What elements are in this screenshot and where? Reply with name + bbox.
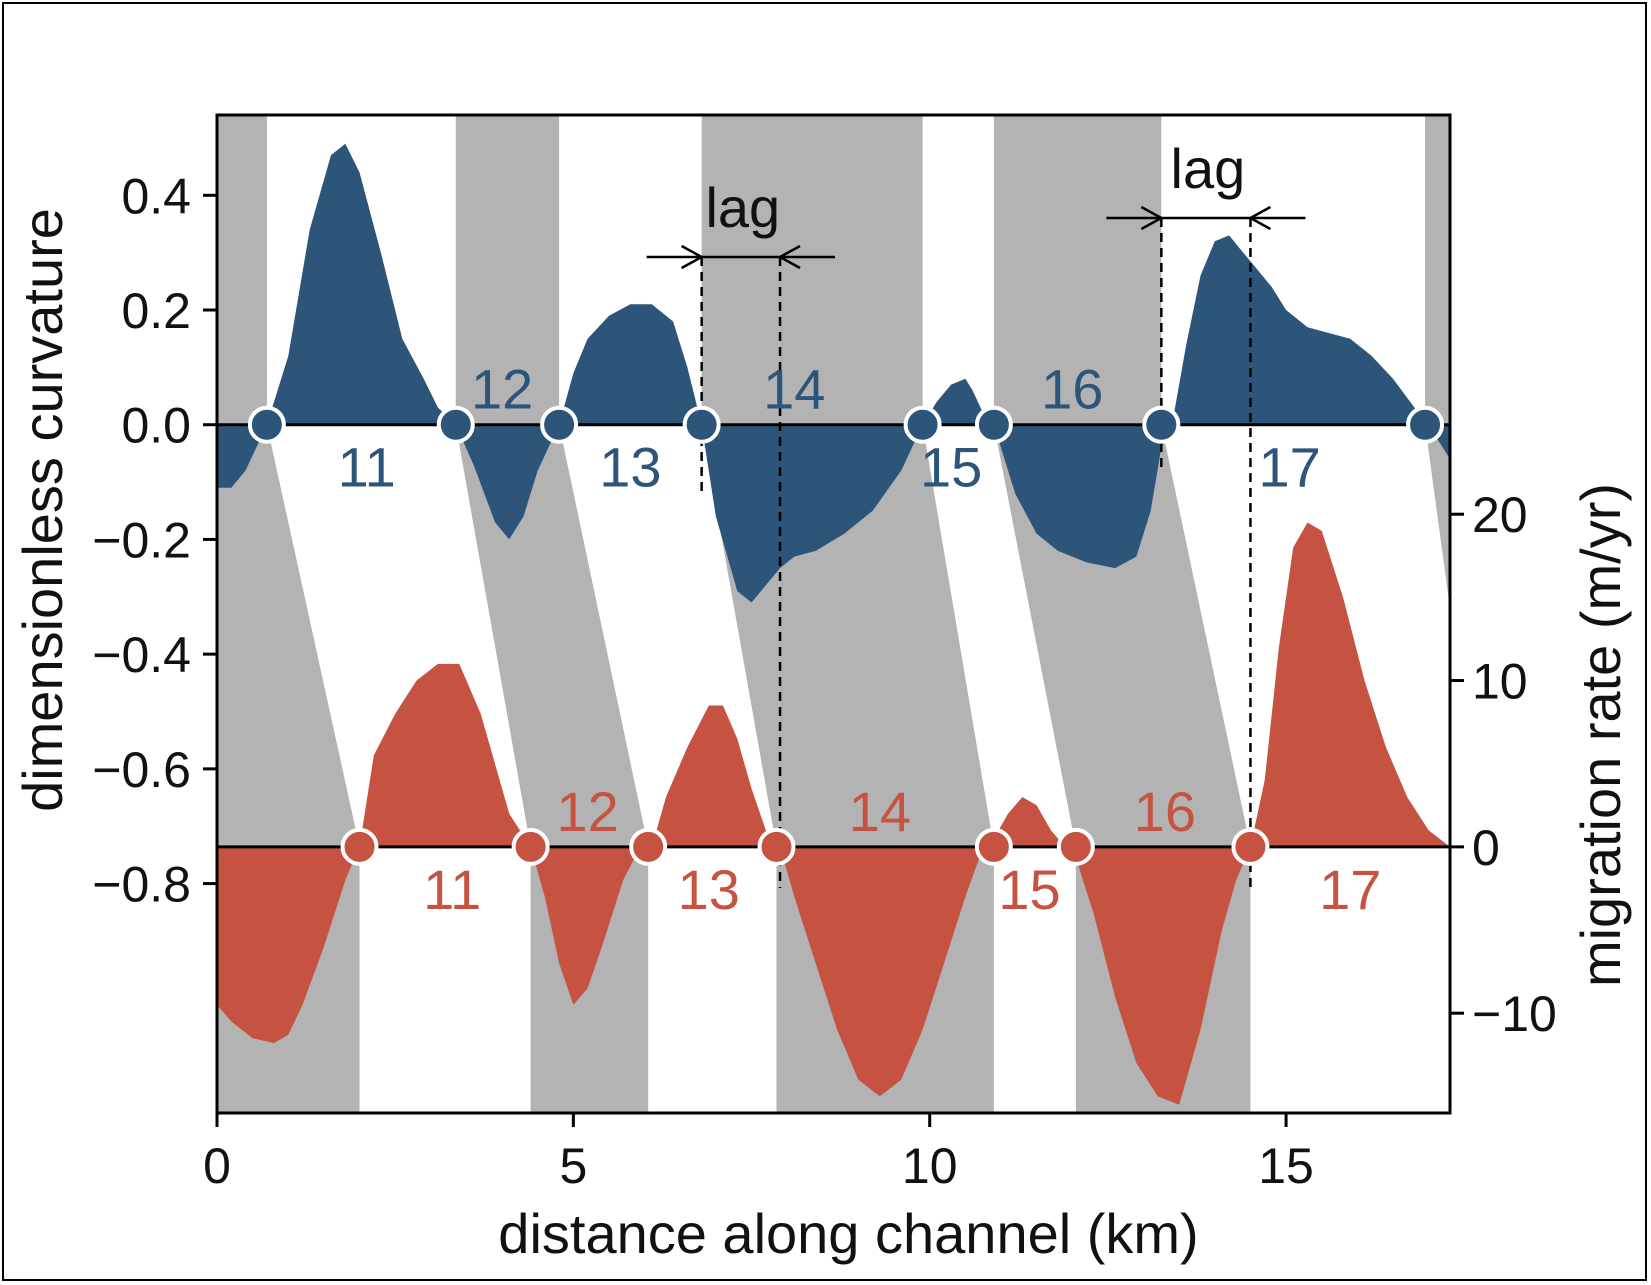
migration-zero-crossing-point	[1056, 827, 1095, 866]
migration-segment-label: 17	[1319, 858, 1381, 921]
migration-rate-area	[217, 522, 1450, 1105]
right-y-tick-label: 10	[1472, 654, 1528, 710]
left-y-tick-label: −0.2	[92, 512, 191, 568]
curvature-segment-label: 14	[763, 358, 825, 421]
lag-arrowhead-right	[1247, 205, 1272, 231]
lag-annotation-1: lag	[646, 176, 836, 888]
migration-segment-label: 14	[849, 780, 911, 843]
x-tick-label: 5	[559, 1138, 587, 1194]
right-y-tick-label: 20	[1472, 487, 1528, 543]
migration-segment-label: 12	[556, 780, 618, 843]
migration-zero-crossing-point	[1231, 827, 1270, 866]
migration-zero-crossing-point	[629, 827, 668, 866]
left-y-tick-label: 0.4	[121, 168, 191, 224]
curvature-zero-crossing-point	[682, 405, 721, 444]
migration-zero-crossing-point	[511, 827, 550, 866]
curvature-segment-label: 15	[920, 436, 982, 499]
left-y-tick-label: −0.4	[92, 627, 191, 683]
curvature-segment-label: 13	[599, 436, 661, 499]
left-y-tick-label: −0.8	[92, 857, 191, 913]
left-y-axis-title: dimensionless curvature	[11, 208, 74, 812]
lag-arrowhead-right	[777, 244, 801, 270]
right-y-tick-label: −10	[1472, 986, 1557, 1042]
curvature-area	[217, 143, 1450, 603]
curvature-segment-label: 11	[338, 436, 396, 499]
lag-label: lag	[705, 176, 780, 239]
shade-band-2	[455, 115, 649, 1113]
curvature-segment-label: 16	[1041, 358, 1103, 421]
migration-segment-label: 15	[998, 858, 1060, 921]
migration-zero-crossing-point	[340, 827, 379, 866]
curvature-segment-label: 12	[471, 358, 533, 421]
migration-zero-crossing-point	[974, 827, 1013, 866]
left-y-tick-label: 0.2	[121, 283, 191, 339]
lag-arrowhead-left	[1140, 205, 1164, 231]
migration-segment-label: 13	[678, 858, 740, 921]
curvature-zero-crossing-point	[1142, 405, 1181, 444]
lag-arrowhead-left	[681, 244, 705, 270]
migration-zero-crossing-point	[757, 827, 796, 866]
curvature-zero-crossing-point	[247, 405, 286, 444]
x-axis-title: distance along channel (km)	[498, 1202, 1198, 1265]
plot-border	[215, 113, 1452, 1115]
x-tick-label: 10	[902, 1138, 958, 1194]
migration-segment-label: 11	[423, 858, 481, 921]
curvature-zero-crossing-point	[436, 405, 475, 444]
shade-band-5	[1425, 115, 1450, 847]
curvature-zero-crossing-point	[540, 405, 579, 444]
left-y-tick-label: 0.0	[121, 398, 191, 454]
curvature-zero-crossing-point	[974, 405, 1013, 444]
curvature-zero-crossing-point	[1406, 405, 1445, 444]
right-y-tick-label: 0	[1472, 820, 1500, 876]
x-tick-label: 15	[1258, 1138, 1314, 1194]
left-y-tick-label: −0.6	[92, 742, 191, 798]
right-y-axis-title: migration rate (m/yr)	[1569, 483, 1632, 987]
curvature-zero-crossing-point	[903, 405, 942, 444]
lag-label: lag	[1171, 137, 1246, 200]
curvature-segment-label: 17	[1258, 436, 1320, 499]
migration-segment-label: 16	[1134, 780, 1196, 843]
lag-annotation-2: lag	[1106, 137, 1306, 888]
x-tick-label: 0	[203, 1138, 231, 1194]
